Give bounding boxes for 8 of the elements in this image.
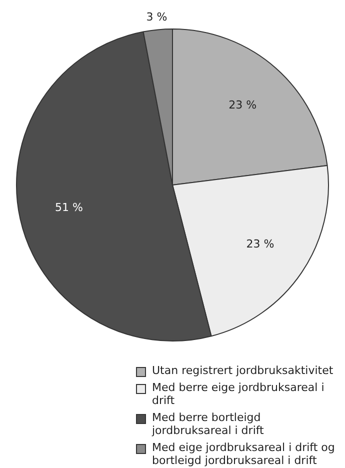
legend-label: Utan registrert jordbruksaktivitet — [152, 364, 334, 377]
data-label: 23 % — [228, 98, 257, 112]
legend-label: Med eige jordbruksareal i drift og bortleigd jordbruksareal i drift — [152, 441, 336, 467]
legend-label: Med berre eige jordbruksareal i drift — [152, 381, 326, 407]
data-label: 3 % — [146, 10, 168, 24]
legend-label: Med berre bortleigd jordbruksareal i drift — [152, 411, 265, 437]
data-label: 51 % — [55, 201, 83, 214]
data-label: 23 % — [246, 237, 274, 250]
